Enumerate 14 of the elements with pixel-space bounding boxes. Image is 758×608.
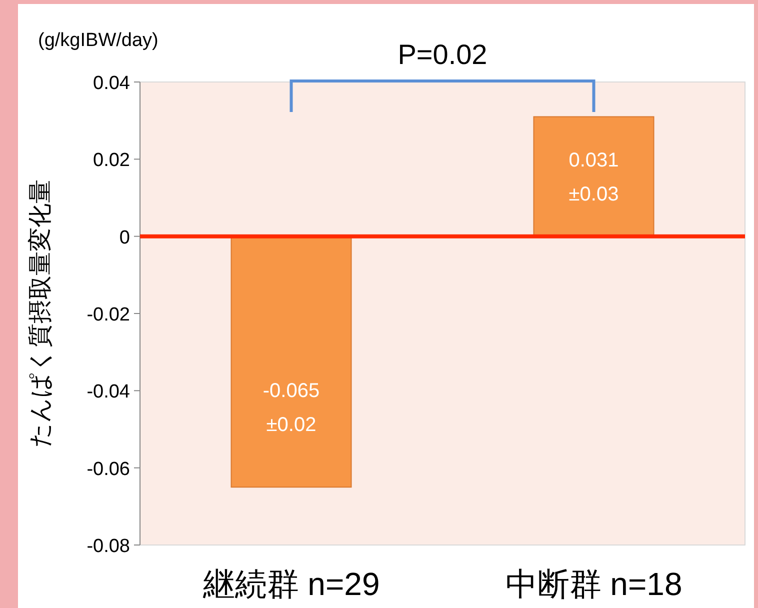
data-label: -0.065 ±0.02 [262,380,320,436]
y-tick-label: -0.06 [86,458,130,480]
y-tick-label: 0.02 [93,150,130,172]
y-tick-label: -0.04 [86,382,130,403]
y-tick-label: 0 [119,227,130,248]
text: P=0.02 [398,39,488,70]
x-tick-label: 継続群 n=29 [202,566,380,602]
data-label: 0.031 ±0.03 [568,150,619,206]
y-tick-label: 0.04 [93,73,130,94]
text: (g/kgIBW/day) [38,30,158,51]
y-tick-label: -0.08 [86,536,130,557]
y-tick-label: -0.02 [86,304,130,326]
y-axis-title: たんぱく質摂取量変化量 [27,180,54,448]
x-tick-label: 中断群 n=18 [505,566,682,602]
